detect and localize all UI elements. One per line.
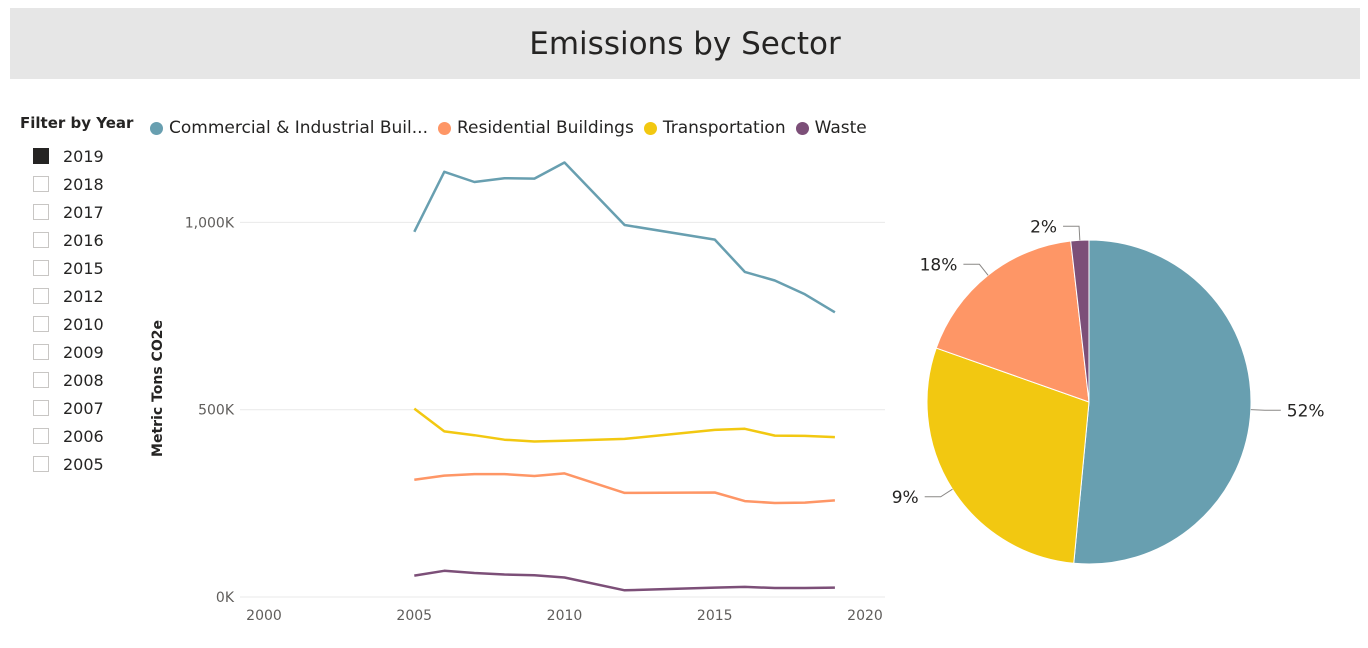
slicer-item[interactable]: 2005 [20, 450, 140, 478]
legend-item[interactable]: Commercial & Industrial Buil... [150, 118, 428, 138]
x-tick-label: 2020 [847, 608, 883, 624]
slicer-item-label: 2009 [63, 342, 104, 362]
y-tick-label: 500K [198, 403, 235, 419]
legend-dot [643, 121, 657, 135]
checkbox[interactable] [33, 316, 49, 332]
x-tick-label: 2015 [697, 608, 733, 624]
x-tick-label: 2010 [547, 608, 583, 624]
y-tick-label: 0K [216, 590, 235, 606]
slicer-item-label: 2015 [63, 258, 104, 278]
y-axis-title: Metric Tons CO2e [150, 320, 166, 457]
checkbox[interactable] [33, 204, 49, 220]
checkbox[interactable] [33, 176, 49, 192]
slicer-item-label: 2008 [63, 370, 104, 390]
pie-leader-line [1250, 409, 1281, 411]
slicer-item-label: 2012 [63, 286, 104, 306]
slicer-item[interactable]: 2019 [20, 142, 140, 170]
legend-dot [437, 121, 451, 135]
pie-slice[interactable] [926, 347, 1090, 564]
pie-data-label: 52% [1287, 401, 1325, 421]
pie-leader-line [963, 263, 989, 276]
year-slicer: Filter by Year 2019 2018 2017 2016 2015 … [20, 114, 140, 478]
series-line[interactable] [413, 407, 835, 443]
series-line[interactable] [414, 569, 835, 592]
slicer-item[interactable]: 2015 [20, 254, 140, 282]
pie-chart: 52% 29% 18% 2% [890, 217, 1325, 565]
checkbox[interactable] [33, 428, 49, 444]
slicer-title: Filter by Year [20, 114, 134, 132]
checkbox[interactable] [33, 260, 49, 276]
slicer-item[interactable]: 2010 [20, 310, 140, 338]
legend-label: Commercial & Industrial Buil... [169, 118, 428, 138]
checkbox[interactable] [33, 344, 49, 360]
pie-leader-line [924, 488, 953, 498]
legend-dot [150, 121, 163, 135]
slicer-item-label: 2018 [63, 174, 104, 194]
series-line[interactable] [413, 161, 836, 314]
checkbox[interactable] [33, 232, 49, 248]
checkbox[interactable] [33, 372, 49, 388]
pie-data-label: 2% [1030, 217, 1057, 237]
x-tick-label: 2000 [246, 608, 282, 624]
legend-label: Residential Buildings [456, 118, 634, 138]
slicer-item[interactable]: 2012 [20, 282, 140, 310]
legend-item[interactable]: Transportation [643, 118, 786, 138]
legend-item[interactable]: Residential Buildings [437, 118, 634, 138]
slicer-item[interactable]: 2017 [20, 198, 140, 226]
checkbox[interactable] [33, 288, 49, 304]
legend-label: Waste [814, 118, 867, 138]
line-chart: 0K 500K 1,000K 2000 2005 2010 2015 2020 Metric T… [150, 161, 885, 624]
x-tick-label: 2005 [396, 608, 432, 624]
pie-data-label: 29% [890, 488, 919, 508]
slicer-item[interactable]: 2016 [20, 226, 140, 254]
slicer-item[interactable]: 2006 [20, 422, 140, 450]
legend-dot [795, 121, 809, 135]
series-line[interactable] [414, 472, 835, 505]
slicer-item[interactable]: 2007 [20, 394, 140, 422]
chart-legend: Commercial & Industrial Buil... Resident… [150, 116, 877, 140]
pie-slice[interactable] [1073, 239, 1252, 565]
slicer-item-label: 2010 [63, 314, 104, 334]
checkbox[interactable] [33, 456, 49, 472]
slicer-list: 2019 2018 2017 2016 2015 2012 2010 2009 … [20, 142, 140, 478]
slicer-item[interactable]: 2008 [20, 366, 140, 394]
legend-item[interactable]: Waste [795, 118, 867, 138]
slicer-item-label: 2005 [63, 454, 104, 474]
slicer-item-label: 2006 [63, 426, 104, 446]
checkbox[interactable] [33, 400, 49, 416]
slicer-item-label: 2007 [63, 398, 104, 418]
slicer-item-label: 2016 [63, 230, 104, 250]
y-tick-label: 1,000K [185, 215, 235, 231]
pie-data-label: 18% [920, 255, 958, 275]
slicer-item[interactable]: 2018 [20, 170, 140, 198]
slicer-item[interactable]: 2009 [20, 338, 140, 366]
report-title: Emissions by Sector [529, 25, 841, 62]
pie-leader-line [1063, 225, 1081, 241]
slicer-item-label: 2019 [63, 146, 104, 166]
checkbox[interactable] [33, 148, 49, 164]
report-title-bar: Emissions by Sector [10, 8, 1360, 79]
legend-label: Transportation [662, 118, 786, 138]
slicer-item-label: 2017 [63, 202, 104, 222]
